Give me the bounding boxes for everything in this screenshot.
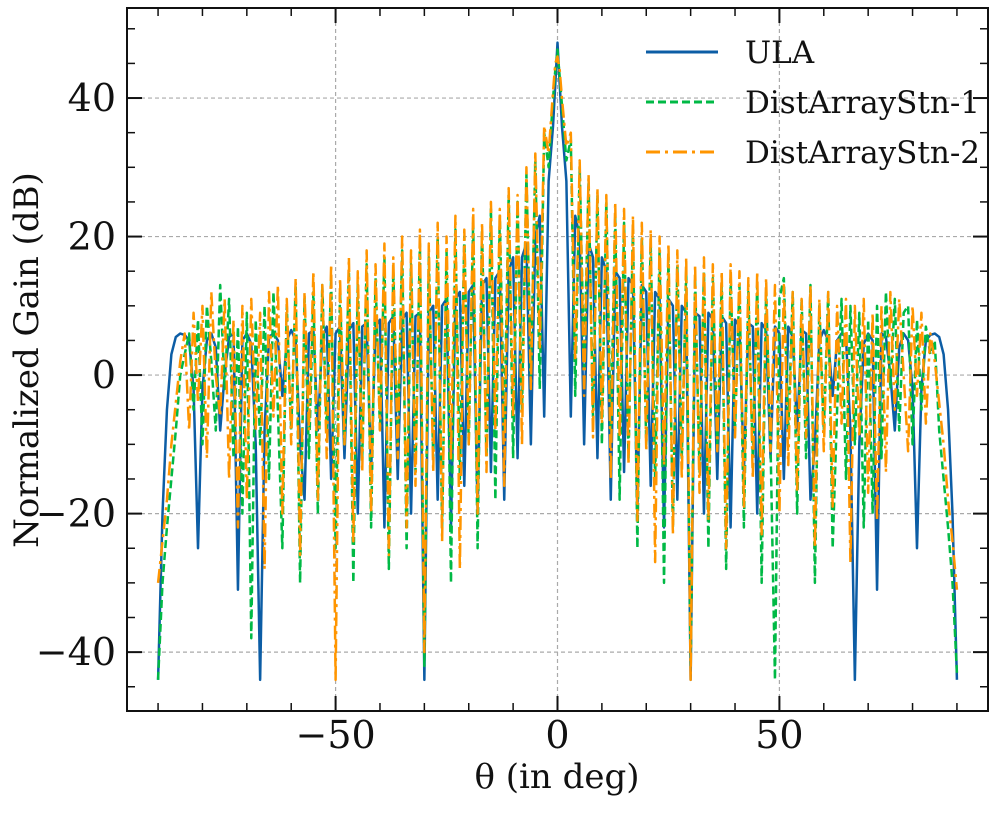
series-line-1: [156, 41, 959, 682]
legend-label: DistArrayStn-1: [745, 85, 980, 121]
x-tick-label: 0: [545, 713, 569, 757]
y-tick-label: 0: [92, 353, 116, 397]
series-line-3: [156, 55, 959, 682]
y-axis-label: Normalized Gain (dB): [7, 172, 47, 548]
x-tick-label: −50: [295, 713, 375, 757]
y-tick-label: 40: [68, 76, 116, 120]
axis-ticks: −50 0 50 −40 −20 0 20 40: [36, 8, 988, 757]
x-tick-label: 50: [755, 713, 803, 757]
legend-label: DistArrayStn-2: [745, 135, 980, 171]
legend-label: ULA: [745, 35, 815, 71]
y-tick-label: 20: [68, 215, 116, 259]
x-axis-label: θ (in deg): [474, 757, 639, 797]
y-tick-label: −20: [36, 492, 116, 536]
legend: ULA DistArrayStn-1 DistArrayStn-2: [646, 35, 980, 171]
y-tick-label: −40: [36, 630, 116, 674]
series-lines: [156, 41, 959, 682]
